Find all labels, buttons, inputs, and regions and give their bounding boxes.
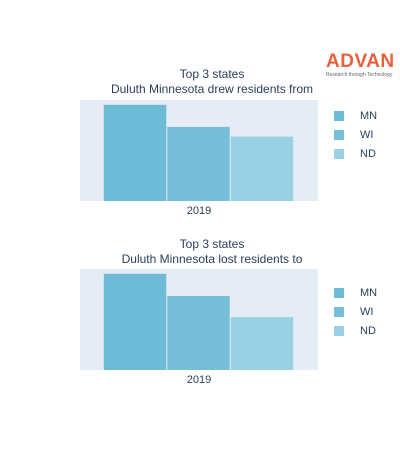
- logo-wordmark: ADVAN: [326, 51, 395, 72]
- legend-swatch: [334, 325, 344, 336]
- legend-swatch: [334, 306, 344, 317]
- legend-swatch: [334, 129, 344, 140]
- x-tick-label: 2019: [187, 374, 211, 386]
- legend-swatch: [334, 110, 344, 121]
- legend-label: ND: [360, 324, 376, 337]
- bar-mn[interactable]: [103, 104, 167, 201]
- legend-item[interactable]: MN: [334, 283, 377, 302]
- chart-1-title: Top 3 states Duluth Minnesota drew resid…: [70, 67, 354, 97]
- chart-1-title-line: Top 3 states: [179, 67, 245, 81]
- legend-swatch: [334, 287, 344, 298]
- legend-item[interactable]: MN: [334, 106, 377, 125]
- advan-logo: ADVAN Research through Technology: [326, 52, 396, 78]
- legend-item[interactable]: WI: [334, 302, 377, 321]
- bar-nd[interactable]: [230, 317, 294, 370]
- legend-swatch: [334, 148, 344, 159]
- legend-label: ND: [360, 147, 376, 160]
- legend-label: WI: [360, 128, 374, 141]
- legend-item[interactable]: WI: [334, 125, 377, 144]
- bar-mn[interactable]: [103, 273, 167, 370]
- legend-label: MN: [360, 109, 378, 122]
- legend-label: WI: [360, 305, 374, 318]
- chart-1-legend[interactable]: MN WI ND: [334, 106, 377, 163]
- chart-2-legend[interactable]: MN WI ND: [334, 283, 377, 340]
- chart-2-title: Top 3 states Duluth Minnesota lost resid…: [70, 237, 354, 267]
- bar-wi[interactable]: [167, 295, 230, 370]
- chart-2-title-line: Top 3 states: [179, 237, 245, 251]
- chart-2-subtitle: Duluth Minnesota lost residents to: [121, 252, 303, 266]
- bar-nd[interactable]: [230, 136, 294, 201]
- logo-tagline: Research through Technology: [326, 72, 393, 78]
- legend-item[interactable]: ND: [334, 321, 377, 340]
- bar-wi[interactable]: [167, 126, 230, 201]
- chart-1-subtitle: Duluth Minnesota drew residents from: [110, 82, 314, 96]
- legend-item[interactable]: ND: [334, 144, 377, 163]
- legend-label: MN: [360, 286, 378, 299]
- x-tick-label: 2019: [187, 205, 211, 217]
